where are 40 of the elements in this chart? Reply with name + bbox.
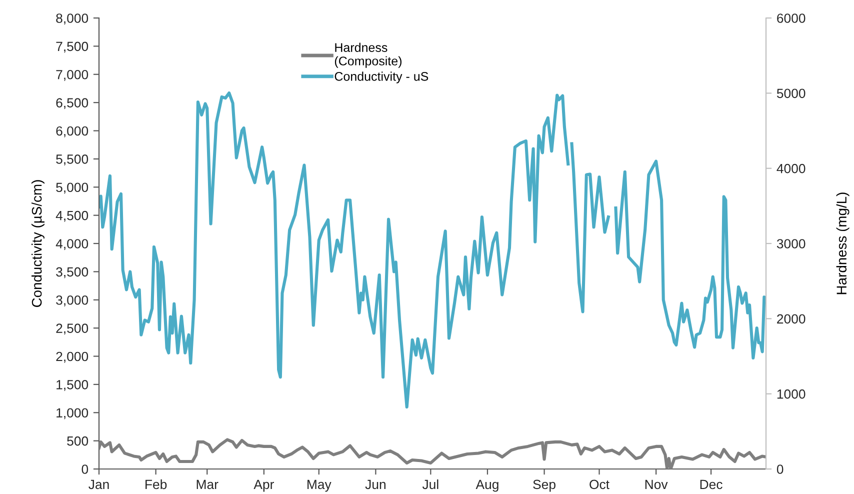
y2-axis-title: Hardness (mg/L): [836, 192, 850, 294]
x-tick-label: Apr: [254, 480, 274, 492]
y-tick-label: 3,500: [56, 267, 88, 278]
x-tick-label: Sep: [533, 480, 556, 492]
x-tick-label: Oct: [590, 480, 610, 490]
y-tick-label: 6,000: [56, 126, 88, 138]
y-tick-label: 5,000: [56, 182, 88, 194]
legend-label: Hardness (Composite): [334, 42, 402, 68]
x-tick-label: Aug: [476, 480, 498, 492]
y-tick-label: 500: [67, 436, 88, 446]
x-tick-label: Nov: [645, 480, 668, 490]
y2-tick-label: 5000: [776, 88, 806, 98]
y2-tick-label: 6000: [777, 14, 806, 23]
y-tick-label: 8,000: [56, 14, 88, 24]
y-tick-label: 2,500: [56, 324, 88, 335]
y-tick-label: 6,500: [56, 98, 88, 110]
x-tick-label: Dec: [700, 480, 722, 490]
y2-tick-label: 1000: [777, 389, 806, 399]
y2-tick-label: 2000: [777, 314, 806, 324]
x-tick-label: May: [308, 480, 332, 492]
y-tick-label: 4,000: [56, 239, 88, 250]
legend-label: Conductivity - uS: [334, 72, 428, 84]
y-tick-label: 1,500: [56, 380, 88, 391]
x-tick-label: Jul: [422, 479, 438, 490]
y-tick-label: 2,000: [56, 352, 88, 363]
y-tick-label: 7,000: [56, 70, 88, 81]
y-tick-label: 7,500: [56, 42, 88, 53]
y-tick-label: 1,000: [56, 408, 88, 420]
y2-tick-label: 3000: [776, 239, 806, 248]
y-axis-title: Conductivity (µS/cm): [32, 180, 44, 307]
y-tick-label: 4,500: [56, 210, 88, 222]
x-tick-label: Mar: [196, 480, 218, 490]
x-tick-label: Jan: [88, 480, 109, 490]
y-tick-label: 3,000: [56, 295, 88, 306]
y-tick-label: 5,500: [56, 154, 88, 166]
y2-tick-label: 4000: [776, 164, 806, 174]
x-tick-label: Feb: [146, 479, 167, 490]
y-tick-label: 0: [82, 464, 88, 474]
y2-tick-label: 0: [776, 464, 784, 474]
x-tick-label: Jun: [365, 480, 386, 490]
